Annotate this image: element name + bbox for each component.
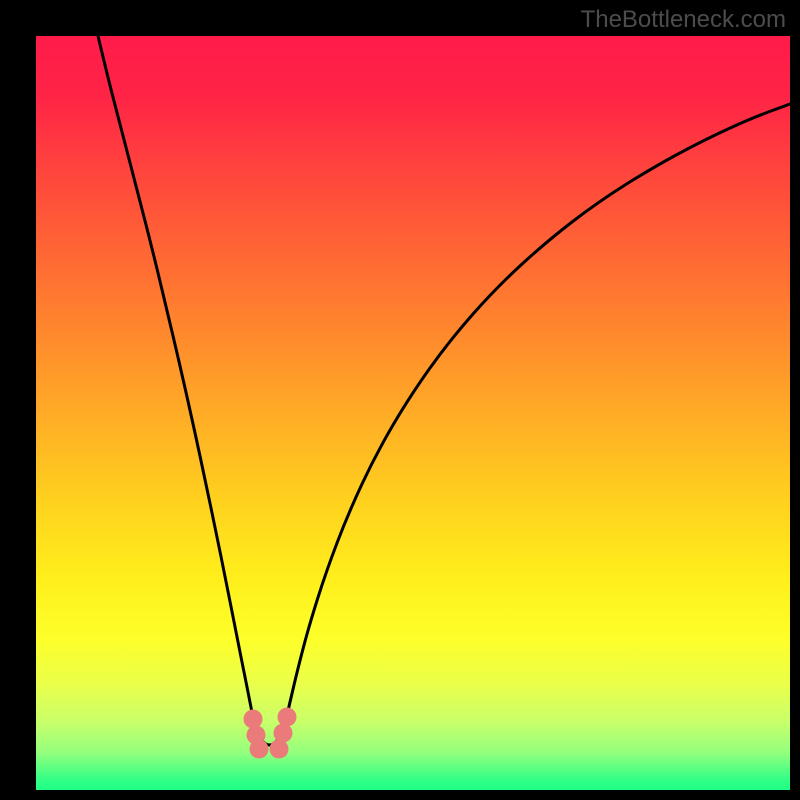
- pink-marker: [278, 708, 297, 727]
- plot-area: [36, 36, 790, 790]
- pink-marker: [244, 710, 263, 729]
- pink-marker: [250, 740, 269, 759]
- watermark-text: TheBottleneck.com: [581, 6, 786, 34]
- outer-frame: TheBottleneck.com: [0, 0, 800, 800]
- pink-marker: [274, 724, 293, 743]
- chart-svg: [0, 0, 800, 800]
- pink-marker: [270, 740, 289, 759]
- gradient-background: [36, 36, 790, 790]
